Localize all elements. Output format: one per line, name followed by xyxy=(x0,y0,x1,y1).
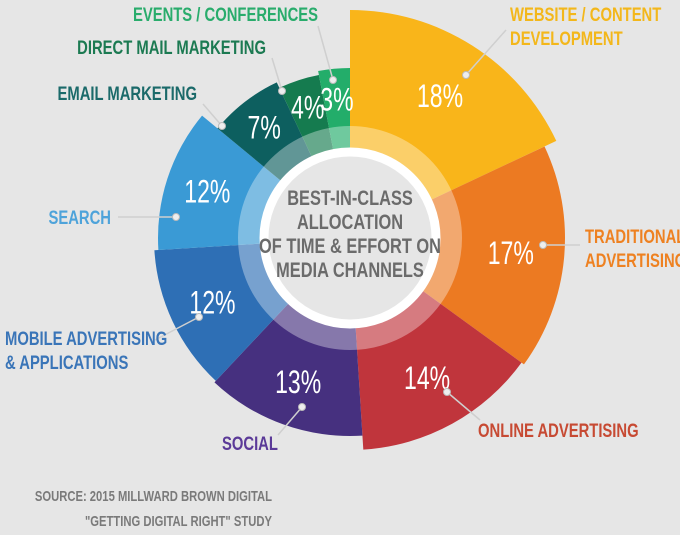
leader-line xyxy=(277,406,303,436)
slice xyxy=(318,68,350,152)
slice xyxy=(154,243,290,381)
leader-line xyxy=(271,57,283,92)
slice xyxy=(214,302,363,436)
category-label: DIRECT MAIL MARKETING xyxy=(77,37,266,58)
value-label: 17% xyxy=(488,236,534,272)
source-note: "GETTING DIGITAL RIGHT" STUDY xyxy=(85,512,272,529)
leader-dot xyxy=(195,313,203,321)
center-title-line: ALLOCATION xyxy=(297,210,403,233)
leader-line xyxy=(154,316,200,341)
leader-line xyxy=(317,25,334,81)
leader-dot xyxy=(172,213,180,221)
category-label: DEVELOPMENT xyxy=(510,28,623,49)
slice xyxy=(355,289,522,450)
leader-line xyxy=(465,29,507,76)
slice xyxy=(158,115,283,251)
category-label: EVENTS / CONFERENCES xyxy=(133,4,318,25)
category-label: TRADITIONAL xyxy=(585,226,680,247)
leader-dot xyxy=(443,388,451,396)
category-label: EMAIL MARKETING xyxy=(57,83,197,104)
value-label: 13% xyxy=(275,364,321,400)
center-circle xyxy=(259,147,441,329)
leader-dot xyxy=(462,71,470,79)
center-title-line: MEDIA CHANNELS xyxy=(276,258,424,281)
value-label: 7% xyxy=(248,110,281,146)
center-title-line: BEST-IN-CLASS xyxy=(287,186,413,209)
value-label: 4% xyxy=(291,90,324,126)
leader-dot xyxy=(329,76,337,84)
leader-dot xyxy=(278,87,286,95)
center-title-line: OF TIME & EFFORT ON xyxy=(259,234,441,257)
slice xyxy=(421,146,565,365)
inner-ring xyxy=(238,126,462,350)
category-label: ONLINE ADVERTISING xyxy=(478,420,639,441)
value-label: 3% xyxy=(320,82,353,118)
category-label: WEBSITE / CONTENT xyxy=(510,4,662,25)
leader-line xyxy=(446,391,481,421)
value-label: 12% xyxy=(184,174,230,210)
leader-dot xyxy=(539,241,547,249)
leader-dot xyxy=(298,403,306,411)
category-label: & APPLICATIONS xyxy=(5,352,128,373)
slice xyxy=(217,82,313,182)
slice xyxy=(279,74,334,159)
value-label: 18% xyxy=(417,78,463,114)
slice xyxy=(350,10,557,201)
category-label: SEARCH xyxy=(48,207,111,228)
leader-dot xyxy=(218,122,226,130)
category-label: ADVERTISING xyxy=(585,250,680,271)
leader-line xyxy=(202,103,223,127)
category-label: SOCIAL xyxy=(222,433,278,454)
category-label: MOBILE ADVERTISING xyxy=(5,328,167,349)
source-note: SOURCE: 2015 MILLWARD BROWN DIGITAL xyxy=(35,487,272,504)
value-label: 14% xyxy=(404,361,450,397)
